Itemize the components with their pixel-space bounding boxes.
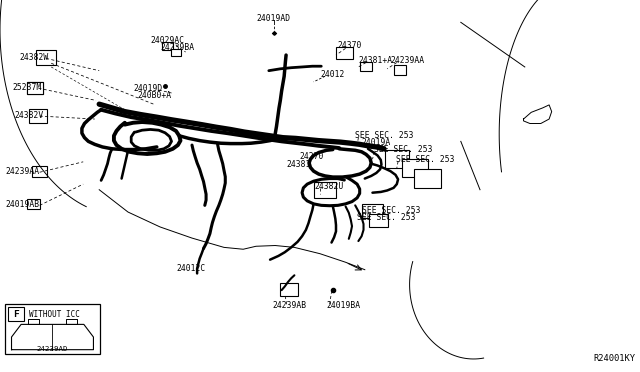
Text: 24019AB: 24019AB xyxy=(5,200,39,209)
Bar xyxy=(394,65,406,75)
Text: 24019D: 24019D xyxy=(133,84,163,93)
Text: R24001KY: R24001KY xyxy=(593,354,635,363)
Text: 24382U: 24382U xyxy=(315,182,344,191)
Text: 24270: 24270 xyxy=(300,153,324,161)
Bar xyxy=(369,214,388,227)
Text: 24012: 24012 xyxy=(320,70,344,79)
Text: SEE SEC. 253: SEE SEC. 253 xyxy=(396,155,454,164)
Bar xyxy=(28,83,43,93)
Bar xyxy=(8,307,24,321)
Text: F: F xyxy=(13,310,19,319)
Bar xyxy=(362,204,383,218)
Text: 24370: 24370 xyxy=(338,41,362,50)
Bar xyxy=(32,166,47,177)
Bar xyxy=(336,46,353,59)
Text: 24239AA: 24239AA xyxy=(5,167,39,176)
Bar xyxy=(280,283,298,296)
Text: SEE SEC. 253: SEE SEC. 253 xyxy=(374,145,433,154)
Bar xyxy=(360,62,372,71)
Bar xyxy=(162,42,173,50)
Text: SEE SEC. 253: SEE SEC. 253 xyxy=(355,131,413,140)
Bar xyxy=(27,82,44,94)
Text: 24239BA: 24239BA xyxy=(160,43,194,52)
Text: 24381+A: 24381+A xyxy=(358,56,392,65)
Bar xyxy=(171,49,181,56)
Text: WITHOUT ICC: WITHOUT ICC xyxy=(29,310,80,319)
Text: 24382V: 24382V xyxy=(14,111,44,120)
Text: 24019BA: 24019BA xyxy=(326,301,360,310)
Text: 24381: 24381 xyxy=(287,160,311,169)
Bar xyxy=(29,109,47,123)
Bar xyxy=(385,150,409,168)
Text: 25237M: 25237M xyxy=(13,83,42,92)
Bar xyxy=(414,169,441,188)
Text: 240B0+A: 240B0+A xyxy=(138,92,172,100)
Bar xyxy=(27,82,44,94)
Text: SEE SEC. 253: SEE SEC. 253 xyxy=(357,213,415,222)
Text: SEE SEC. 253: SEE SEC. 253 xyxy=(362,206,420,215)
Text: 24239AA: 24239AA xyxy=(390,56,424,65)
Text: 24012C: 24012C xyxy=(176,264,205,273)
Text: 24019A: 24019A xyxy=(362,138,391,147)
Text: 24239AD: 24239AD xyxy=(36,346,68,352)
Bar xyxy=(5,304,100,354)
Text: 24019AD: 24019AD xyxy=(257,14,291,23)
Bar xyxy=(314,182,337,198)
Text: 24239AB: 24239AB xyxy=(272,301,306,310)
Text: 24029AC: 24029AC xyxy=(150,36,184,45)
Bar xyxy=(27,199,40,208)
Bar xyxy=(36,50,56,65)
Text: 24382W: 24382W xyxy=(19,53,49,62)
Bar xyxy=(402,159,428,177)
